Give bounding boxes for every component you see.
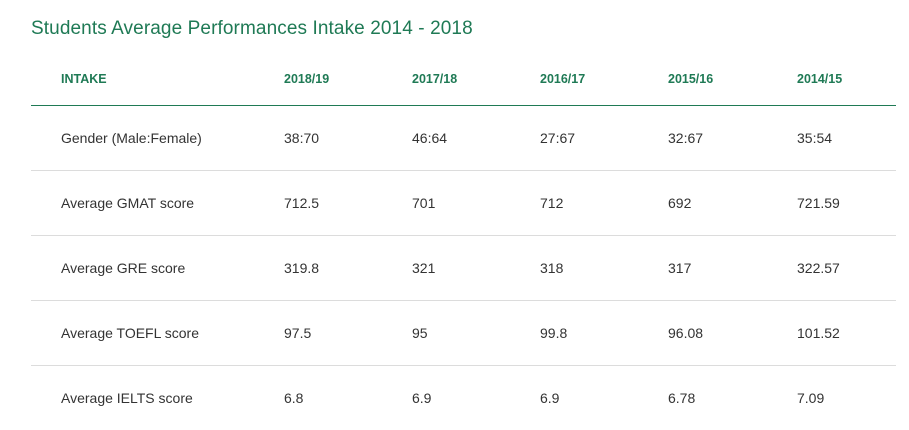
table-cell: 712 xyxy=(540,195,564,211)
table-cell: 712.5 xyxy=(284,195,320,211)
performance-table: INTAKE 2018/19 2017/18 2016/17 2015/16 2… xyxy=(31,53,896,430)
table-cell: 721.59 xyxy=(797,195,840,211)
table-cell: 7.09 xyxy=(797,390,825,406)
table-cell: 35:54 xyxy=(797,130,833,146)
table-row: Average TOEFL score 97.5 95 99.8 96.08 1… xyxy=(31,301,896,366)
table-row: Average GMAT score 712.5 701 712 692 721… xyxy=(31,171,896,236)
table-row: Gender (Male:Female) 38:70 46:64 27:67 3… xyxy=(31,106,896,171)
header-2014-15: 2014/15 xyxy=(797,72,843,86)
header-2015-16: 2015/16 xyxy=(668,72,714,86)
table-cell: 319.8 xyxy=(284,260,320,276)
table-cell: 46:64 xyxy=(412,130,448,146)
table-cell: 692 xyxy=(668,195,692,211)
header-2016-17: 2016/17 xyxy=(540,72,586,86)
table-row: Average GRE score 319.8 321 318 317 322.… xyxy=(31,236,896,301)
row-label: Average IELTS score xyxy=(61,390,193,406)
table-cell: 99.8 xyxy=(540,325,568,341)
table-cell: 321 xyxy=(412,260,436,276)
table-cell: 6.9 xyxy=(412,390,432,406)
table-cell: 322.57 xyxy=(797,260,840,276)
table-cell: 101.52 xyxy=(797,325,840,341)
table-cell: 38:70 xyxy=(284,130,320,146)
row-label: Gender (Male:Female) xyxy=(61,130,202,146)
row-label: Average GRE score xyxy=(61,260,186,276)
table-cell: 6.78 xyxy=(668,390,696,406)
table-cell: 32:67 xyxy=(668,130,704,146)
header-2017-18: 2017/18 xyxy=(412,72,458,86)
page-title: Students Average Performances Intake 201… xyxy=(31,18,473,39)
table-cell: 317 xyxy=(668,260,692,276)
row-label: Average TOEFL score xyxy=(61,325,199,341)
table-cell: 97.5 xyxy=(284,325,312,341)
table-cell: 6.9 xyxy=(540,390,560,406)
table-cell: 27:67 xyxy=(540,130,576,146)
table-row: Average IELTS score 6.8 6.9 6.9 6.78 7.0… xyxy=(31,366,896,430)
table-cell: 96.08 xyxy=(668,325,704,341)
table-cell: 701 xyxy=(412,195,436,211)
header-2018-19: 2018/19 xyxy=(284,72,330,86)
table-header-row: INTAKE 2018/19 2017/18 2016/17 2015/16 2… xyxy=(31,53,896,106)
table-cell: 6.8 xyxy=(284,390,304,406)
table-cell: 95 xyxy=(412,325,428,341)
row-label: Average GMAT score xyxy=(61,195,195,211)
header-intake: INTAKE xyxy=(61,72,107,86)
table-cell: 318 xyxy=(540,260,564,276)
